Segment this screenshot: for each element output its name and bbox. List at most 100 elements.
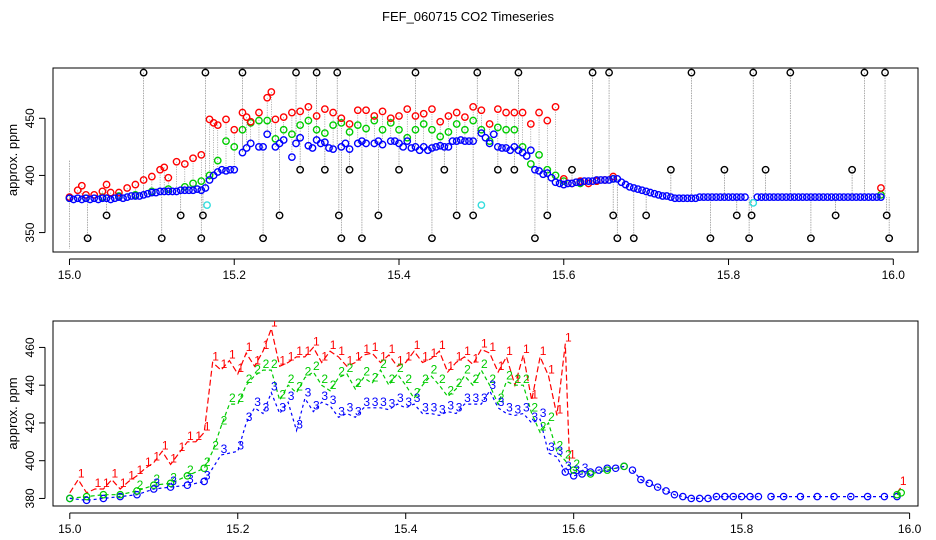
label-2: 2 xyxy=(380,357,387,371)
point-blue xyxy=(514,146,523,155)
point-blue xyxy=(197,186,206,195)
point-blue xyxy=(152,188,160,197)
point-black xyxy=(473,68,482,77)
point-blue xyxy=(753,193,762,202)
label-3: 3 xyxy=(389,397,396,411)
top-panel-content xyxy=(65,68,894,249)
point-red xyxy=(90,190,99,199)
point-red xyxy=(543,116,552,125)
point-blue xyxy=(802,193,811,202)
y-tick-label: 400 xyxy=(23,165,37,185)
point-blue xyxy=(864,193,873,202)
label-3: 3 xyxy=(498,395,505,409)
point-3 xyxy=(796,492,805,501)
label-3: 3 xyxy=(271,380,278,394)
y-axis-title: approx. ppm xyxy=(5,124,20,196)
point-3 xyxy=(880,492,889,501)
point-green xyxy=(526,160,535,168)
point-3 xyxy=(166,483,175,491)
point-blue xyxy=(180,186,189,195)
label-2: 2 xyxy=(573,457,580,471)
x-tick-label: 15.4 xyxy=(387,268,411,282)
label-2: 2 xyxy=(498,391,505,405)
point-black xyxy=(848,165,856,174)
label-3: 3 xyxy=(221,442,228,456)
y-tick-label: 440 xyxy=(23,375,37,395)
point-blue xyxy=(185,186,193,195)
label-1: 1 xyxy=(330,338,337,352)
top-panel: 15.0 15.2 15.4 15.6 15.8 16.0 350 400 450approx.… xyxy=(5,67,919,282)
point-blue xyxy=(765,193,774,202)
point-red xyxy=(877,184,885,192)
point-green xyxy=(255,116,263,125)
label-2: 2 xyxy=(363,365,370,379)
series-line-1 xyxy=(69,326,571,494)
point-3 xyxy=(133,490,141,499)
label-2: 2 xyxy=(296,380,303,394)
point-red xyxy=(230,125,239,134)
label-3: 3 xyxy=(347,401,354,415)
point-blue xyxy=(716,193,725,202)
point-2 xyxy=(99,490,108,499)
point-red xyxy=(222,115,230,124)
point-red xyxy=(115,188,123,197)
label-2: 2 xyxy=(557,438,564,452)
label-2: 2 xyxy=(447,384,454,398)
y-tick-label: 460 xyxy=(23,337,37,357)
x-tick-label: 16.0 xyxy=(882,268,906,282)
label-2: 2 xyxy=(414,385,421,399)
point-blue xyxy=(222,166,230,175)
point-blue xyxy=(584,177,593,186)
point-3 xyxy=(200,477,208,486)
point-red xyxy=(102,180,111,189)
point-black xyxy=(747,211,756,220)
point-blue xyxy=(436,141,445,150)
label-3: 3 xyxy=(321,389,328,403)
point-2 xyxy=(569,466,578,474)
point-green xyxy=(493,123,502,132)
point-blue xyxy=(172,187,181,196)
x-tick-label: 15.0 xyxy=(58,268,82,282)
point-blue xyxy=(440,142,449,151)
label-1: 1 xyxy=(128,468,135,482)
point-3 xyxy=(149,485,158,493)
point-black xyxy=(292,68,300,77)
point-black xyxy=(337,234,346,243)
point-blue xyxy=(193,185,202,194)
label-1: 1 xyxy=(254,353,261,367)
point-blue xyxy=(452,137,461,146)
point-blue xyxy=(704,193,712,202)
figure-title: FEF_060715 CO2 Timeseries xyxy=(382,9,554,24)
point-blue xyxy=(757,193,766,202)
point-3 xyxy=(721,492,729,501)
point-blue xyxy=(601,176,609,184)
point-3 xyxy=(578,470,586,478)
point-blue xyxy=(658,192,667,200)
point-blue xyxy=(835,193,844,202)
point-red xyxy=(510,108,519,117)
point-blue xyxy=(432,142,440,151)
label-3: 3 xyxy=(431,401,438,415)
label-3: 3 xyxy=(330,393,337,407)
point-blue xyxy=(415,146,424,155)
label-1: 1 xyxy=(187,429,194,443)
label-2: 2 xyxy=(422,372,429,386)
point-black xyxy=(139,68,148,77)
label-2: 2 xyxy=(321,372,328,386)
point-blue xyxy=(481,133,490,142)
point-blue xyxy=(123,193,132,202)
label-2: 2 xyxy=(372,370,379,384)
point-blue xyxy=(263,130,272,139)
point-red xyxy=(160,163,169,172)
point-black xyxy=(642,211,651,220)
point-red xyxy=(147,172,156,181)
point-blue xyxy=(498,144,506,152)
label-3: 3 xyxy=(405,395,412,409)
point-3 xyxy=(569,471,578,480)
label-3: 3 xyxy=(380,395,387,409)
point-blue xyxy=(325,144,333,152)
point-blue xyxy=(559,180,568,189)
label-2: 2 xyxy=(456,376,463,390)
label-1: 1 xyxy=(170,451,177,465)
